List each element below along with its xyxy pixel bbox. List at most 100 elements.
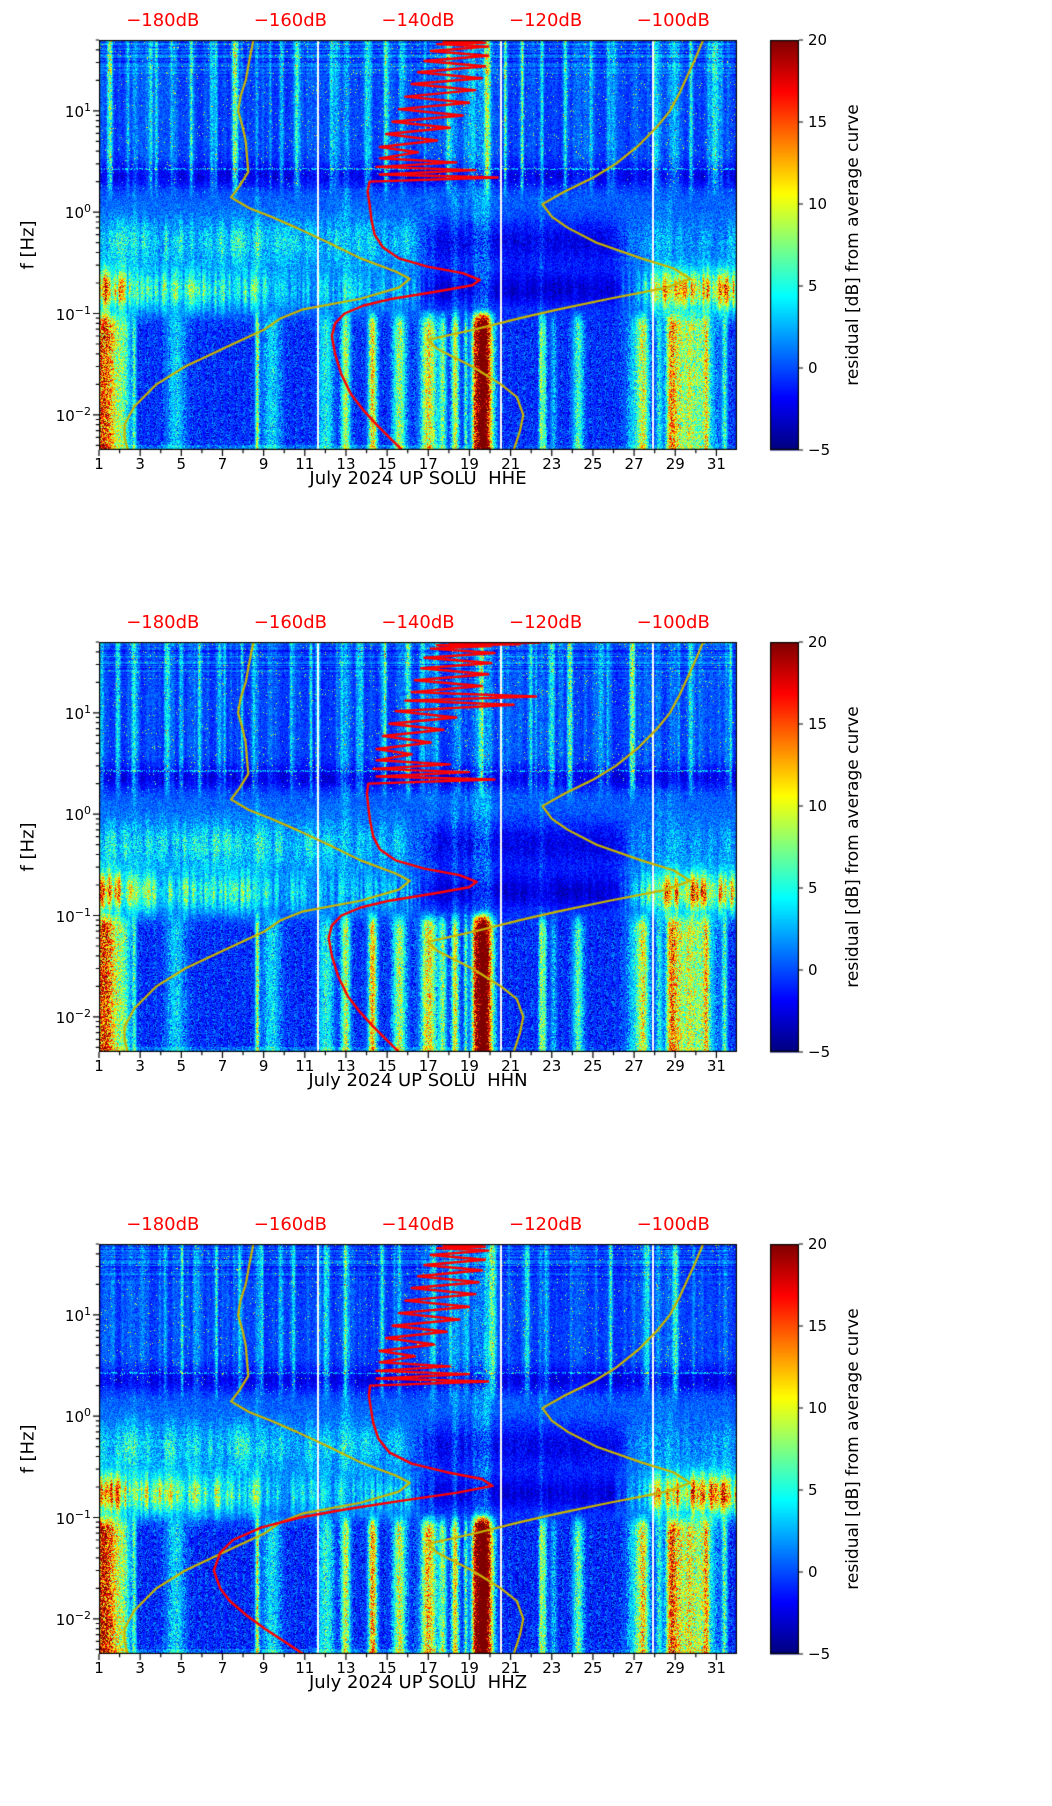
panel-title: July 2024 UP SOLU HHN: [308, 1070, 528, 1091]
x-tick-label: 5: [176, 1057, 187, 1075]
colorbar-tick-label: 5: [808, 879, 818, 897]
top-db-label: −140dB: [381, 10, 455, 31]
y-tick-label: 10−1: [55, 905, 91, 926]
y-tick-label: 101: [64, 100, 91, 121]
spectrogram-panel-hhn: −180dB −160dB −140dB −120dB −100dB f [Hz…: [0, 602, 1052, 1204]
colorbar-tick-label: −5: [808, 1645, 831, 1663]
x-tick-label: 1: [94, 1659, 104, 1677]
x-tick-label: 29: [665, 1659, 685, 1677]
x-tick-label: 9: [258, 1659, 269, 1677]
spectrogram-panel-hhe: −180dB −160dB −140dB −120dB −100dB f [Hz…: [0, 0, 1052, 602]
top-db-label: −100dB: [636, 10, 710, 31]
x-tick-label: 17: [418, 1659, 438, 1677]
y-tick-label: 10−1: [55, 1507, 91, 1528]
colorbar-tick-label: 5: [808, 1481, 818, 1499]
x-tick-label: 3: [135, 1659, 145, 1677]
x-tick-label: 7: [217, 1057, 228, 1075]
spectrogram-canvas-hhe: [0, 0, 1052, 602]
top-db-label: −180dB: [126, 1214, 200, 1235]
colorbar-tick-label: 0: [808, 359, 818, 377]
x-tick-label: 23: [542, 455, 562, 473]
top-db-label: −160dB: [253, 612, 327, 633]
colorbar-tick-label: 20: [808, 1235, 828, 1253]
x-tick-label: 5: [176, 455, 187, 473]
x-tick-label: 1: [94, 455, 104, 473]
x-tick-label: 25: [583, 1659, 603, 1677]
top-db-label: −160dB: [253, 10, 327, 31]
x-tick-label: 5: [176, 1659, 187, 1677]
spectrogram-canvas-hhn: [0, 602, 1052, 1204]
panel-title: July 2024 UP SOLU HHZ: [308, 1672, 528, 1693]
colorbar-label: residual [dB] from average curve: [843, 1308, 863, 1590]
y-axis-label: f [Hz]: [17, 1424, 39, 1474]
x-tick-label: 25: [583, 455, 603, 473]
spectrogram-panel-hhz: −180dB −160dB −140dB −120dB −100dB f [Hz…: [0, 1204, 1052, 1806]
x-tick-label: 23: [542, 1057, 562, 1075]
top-db-label: −140dB: [381, 612, 455, 633]
x-tick-label: 9: [258, 1057, 269, 1075]
x-tick-label: 17: [418, 455, 438, 473]
x-tick-label: 27: [624, 1659, 644, 1677]
y-tick-label: 10−2: [55, 1608, 91, 1629]
x-tick-label: 17: [418, 1057, 438, 1075]
y-tick-label: 101: [64, 1304, 91, 1325]
y-axis-label: f [Hz]: [17, 220, 39, 270]
x-tick-label: 1: [94, 1057, 104, 1075]
x-tick-label: 7: [217, 1659, 228, 1677]
x-tick-label: 13: [336, 1057, 356, 1075]
x-tick-label: 19: [459, 1057, 479, 1075]
panel-title: July 2024 UP SOLU HHE: [309, 468, 527, 489]
x-tick-label: 31: [706, 1659, 726, 1677]
x-tick-label: 15: [377, 455, 397, 473]
y-tick-label: 10−1: [55, 303, 91, 324]
x-tick-label: 23: [542, 1659, 562, 1677]
colorbar-tick-label: 15: [808, 113, 828, 131]
colorbar-tick-label: 10: [808, 195, 828, 213]
top-db-label: −180dB: [126, 10, 200, 31]
colorbar-label: residual [dB] from average curve: [843, 706, 863, 988]
x-tick-label: 11: [295, 1057, 315, 1075]
x-tick-label: 7: [217, 455, 228, 473]
colorbar-tick-label: 20: [808, 31, 828, 49]
top-db-label: −140dB: [381, 1214, 455, 1235]
y-tick-label: 10−2: [55, 404, 91, 425]
top-db-label: −120dB: [508, 1214, 583, 1235]
x-tick-label: 15: [377, 1057, 397, 1075]
colorbar-tick-label: −5: [808, 1043, 831, 1061]
colorbar-tick-label: 10: [808, 1399, 828, 1417]
x-tick-label: 21: [501, 1659, 521, 1677]
y-tick-label: 101: [64, 702, 91, 723]
x-tick-label: 11: [295, 455, 315, 473]
y-tick-label: 100: [64, 804, 91, 825]
colorbar-label: residual [dB] from average curve: [843, 104, 863, 386]
y-tick-label: 10−2: [55, 1006, 91, 1027]
colorbar-tick-label: 0: [808, 961, 818, 979]
colorbar-tick-label: 10: [808, 797, 828, 815]
spectrogram-canvas-hhz: [0, 1204, 1052, 1806]
x-tick-label: 19: [459, 455, 479, 473]
y-tick-label: 100: [64, 1406, 91, 1427]
x-tick-label: 3: [135, 455, 145, 473]
x-tick-label: 21: [501, 455, 521, 473]
top-db-label: −100dB: [636, 1214, 710, 1235]
x-tick-label: 13: [336, 1659, 356, 1677]
colorbar-tick-label: 15: [808, 715, 828, 733]
top-db-label: −120dB: [508, 10, 583, 31]
x-tick-label: 31: [706, 1057, 726, 1075]
x-tick-label: 19: [459, 1659, 479, 1677]
y-axis-label: f [Hz]: [17, 822, 39, 872]
top-db-label: −120dB: [508, 612, 583, 633]
x-tick-label: 15: [377, 1659, 397, 1677]
top-db-label: −100dB: [636, 612, 710, 633]
x-tick-label: 31: [706, 455, 726, 473]
colorbar-tick-label: 20: [808, 633, 828, 651]
x-tick-label: 21: [501, 1057, 521, 1075]
x-tick-label: 27: [624, 455, 644, 473]
x-tick-label: 9: [258, 455, 269, 473]
colorbar-tick-label: 5: [808, 277, 818, 295]
x-tick-label: 29: [665, 455, 685, 473]
x-tick-label: 25: [583, 1057, 603, 1075]
top-db-label: −180dB: [126, 612, 200, 633]
x-tick-label: 29: [665, 1057, 685, 1075]
